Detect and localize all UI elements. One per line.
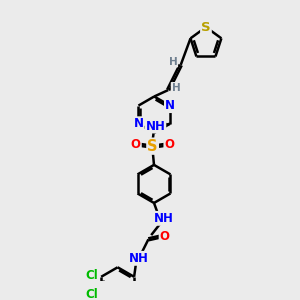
Text: O: O bbox=[160, 230, 170, 243]
Text: NH: NH bbox=[154, 212, 174, 225]
Text: Cl: Cl bbox=[86, 288, 99, 300]
Text: O: O bbox=[131, 138, 141, 151]
Text: S: S bbox=[201, 21, 211, 34]
Text: N: N bbox=[165, 99, 175, 112]
Text: NH: NH bbox=[129, 252, 148, 265]
Text: H: H bbox=[169, 57, 177, 67]
Text: O: O bbox=[164, 138, 174, 151]
Text: Cl: Cl bbox=[86, 269, 99, 282]
Text: NH: NH bbox=[146, 119, 165, 133]
Text: N: N bbox=[134, 117, 143, 130]
Text: H: H bbox=[172, 83, 180, 93]
Text: S: S bbox=[147, 139, 158, 154]
